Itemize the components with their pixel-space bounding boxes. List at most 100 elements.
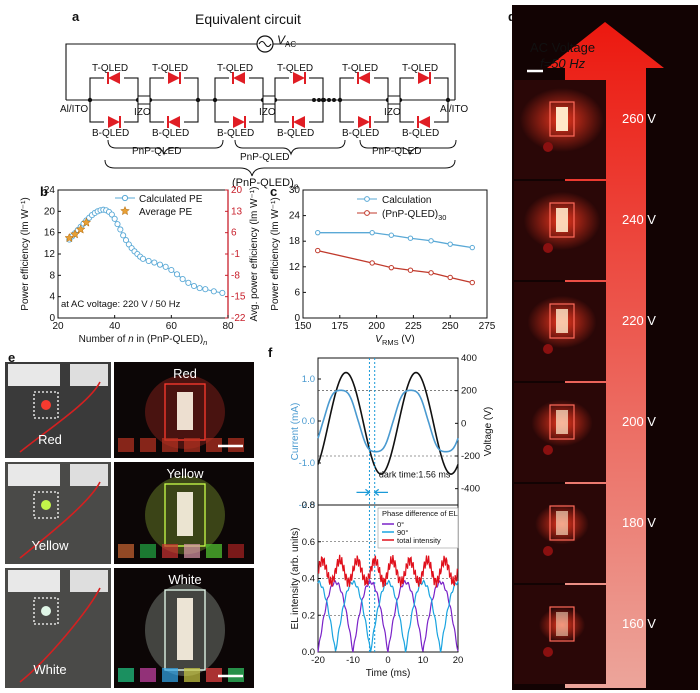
data-point-average-pe [81,217,92,227]
data-point-calculated-pe [120,232,127,239]
background-object [140,544,156,558]
y-tick-label-b: 0 [49,313,55,324]
y-tick-label-voltage: 0 [461,418,466,429]
y-tick-label-c: 12 [289,262,301,273]
background-object [184,544,200,558]
wall-socket-icon [8,364,60,386]
t-qled-diode-icon [168,72,180,84]
legend-marker-pnp [364,210,370,216]
device-outline-d [549,202,575,238]
y-tick-label-el: 0.6 [302,537,315,548]
data-point-calculated-pe [114,221,121,228]
data-point-calculated-pe [179,276,186,283]
highlight-box [33,597,59,625]
data-point-calculated-pe [156,261,164,268]
t-qled-diode-icon [108,72,120,84]
dark-time-label: dark time:1.56 ms [379,470,451,480]
data-point-calculated-pe [173,271,181,278]
y-tick-label-current: 0.0 [302,416,315,427]
y-tick-label-voltage: -400 [461,484,480,495]
t-qled-label: T-QLED [277,63,313,74]
y-axis-label-voltage: Voltage (V) [483,407,494,456]
power-cable [19,481,101,559]
b-qled-label: B-QLED [342,128,379,139]
legend-item-f: 90° [397,528,408,537]
b-qled-label: B-QLED [217,128,254,139]
legend-item-f: 0° [397,520,404,529]
t-qled-label: T-QLED [152,63,188,74]
y-tick-label-el: 0.2 [302,610,315,621]
x-tick-label-c: 250 [442,321,459,332]
x-tick-label-c: 200 [368,321,385,332]
data-point-calculated-pe [162,263,169,270]
al-ito-label-left: Al/ITO [60,104,88,115]
device-outline-d [549,606,575,642]
b-qled-diode-icon [108,116,120,128]
background-object [162,668,178,682]
y-tick-label-current: 1.0 [302,374,315,385]
x-tick-label-f: 10 [418,655,429,666]
background-object [206,544,222,558]
izo-resistor-icon [387,95,401,105]
data-point-calculated-pe [168,266,175,274]
series-line-el-0deg [317,579,459,653]
background-object [118,438,134,452]
data-point-c-0 [469,244,475,251]
y-tick-label-b: 12 [44,249,56,260]
data-point-calculated-pe [117,226,124,233]
wall-socket-icon [8,464,60,486]
legend-title-f: Phase difference of EL [382,509,458,518]
connector-d [543,445,553,455]
panel-letter-e: e [8,350,15,365]
background-object [184,438,200,452]
y-right-tick-label-b: -8 [231,270,240,281]
device-emitter-d [556,511,568,535]
data-point-c-1 [369,260,375,266]
y-tick-label-current: -2.0 [299,500,315,511]
data-point-calculated-pe [202,286,209,293]
b-qled-diode-icon [293,116,305,128]
t-qled-diode-icon [418,72,430,84]
annotation-ac-voltage: at AC voltage: 220 V / 50 Hz [61,299,181,310]
y-tick-label-b: 8 [49,270,55,281]
izo-label: IZO [259,107,276,118]
y-axis-label-b: Power efficiency (lm W⁻¹) [20,197,31,310]
y-tick-label-b: 20 [44,206,56,217]
y-right-tick-label-b: 13 [231,206,243,217]
voltage-label: 220 V [622,313,656,328]
data-point-c-0 [428,238,434,244]
y-tick-label-voltage: -200 [461,451,480,462]
frequency-label: f=50 Hz [540,56,586,71]
t-qled-label: T-QLED [402,63,438,74]
connector-d [543,243,553,253]
background-object [184,668,200,682]
device-emitter-e [177,392,193,430]
ellipsis-dot [322,98,326,102]
y-right-tick-label-b: 20 [231,185,243,196]
device-outline-d [549,404,575,440]
b-qled-label: B-QLED [152,128,189,139]
legend-item-f: total intensity [397,536,441,545]
data-point-calculated-pe [185,279,192,286]
ellipsis-dot [317,98,321,102]
device-emitter-d [556,309,568,333]
data-point-c-1 [428,270,434,276]
data-point-calculated-pe [111,215,118,222]
circuit-title: Equivalent circuit [195,11,301,27]
pnp-label-3: PnP-QLED [372,146,421,157]
t-qled-label: T-QLED [217,63,253,74]
right-color-label: Red [173,366,197,381]
panel-letter-b: b [40,184,48,199]
background-object [206,668,222,682]
b-qled-diode-icon [418,116,430,128]
connector-d [543,142,553,152]
x-tick-label-f: 20 [453,655,464,666]
voltage-label: 180 V [622,515,656,530]
ac-voltage-title: AC Voltage [530,40,595,55]
b-qled-label: B-QLED [92,128,129,139]
t-qled-diode-icon [358,72,370,84]
data-point-c-1 [447,274,453,281]
series-line-current [317,389,459,453]
t-qled-diode-icon [293,72,305,84]
